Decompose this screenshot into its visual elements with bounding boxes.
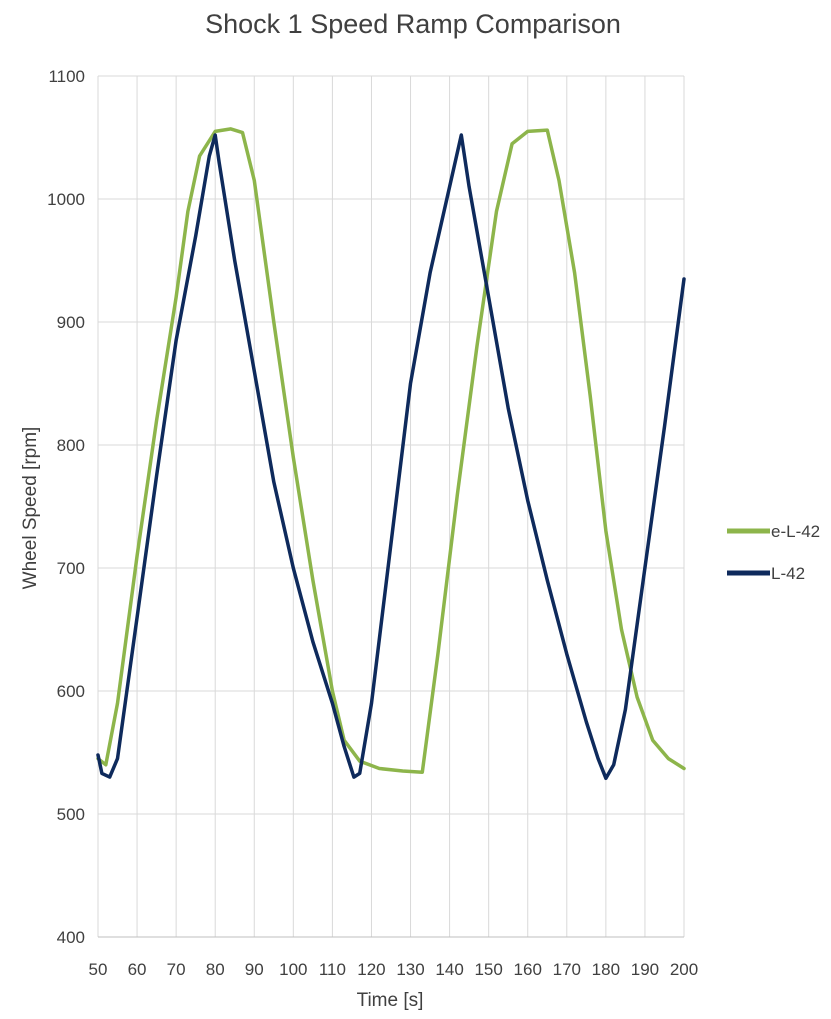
x-tick-label: 60 bbox=[128, 960, 147, 979]
chart-title: Shock 1 Speed Ramp Comparison bbox=[205, 9, 621, 39]
x-tick-label: 110 bbox=[319, 960, 346, 979]
x-tick-label: 180 bbox=[592, 960, 620, 979]
y-tick-label: 1000 bbox=[47, 190, 85, 209]
y-axis-ticks: 400 500 600 700 800 900 1000 1100 bbox=[47, 67, 85, 947]
x-tick-label: 200 bbox=[670, 960, 698, 979]
y-tick-label: 700 bbox=[57, 559, 85, 578]
legend-label: L-42 bbox=[771, 564, 805, 583]
x-tick-label: 170 bbox=[553, 960, 581, 979]
x-tick-label: 150 bbox=[474, 960, 502, 979]
x-tick-label: 190 bbox=[631, 960, 659, 979]
x-tick-label: 130 bbox=[396, 960, 424, 979]
x-axis-label: Time [s] bbox=[357, 990, 424, 1011]
grid bbox=[97, 75, 685, 938]
series-line-e-l-42 bbox=[96, 127, 686, 774]
y-tick-label: 400 bbox=[57, 928, 85, 947]
x-tick-label: 100 bbox=[279, 960, 307, 979]
plot-area bbox=[96, 127, 686, 781]
x-tick-label: 160 bbox=[514, 960, 542, 979]
y-axis-label: Wheel Speed [rpm] bbox=[20, 427, 41, 590]
legend: e-L-42 L-42 bbox=[727, 522, 820, 583]
legend-label: e-L-42 bbox=[771, 522, 820, 541]
y-tick-label: 600 bbox=[57, 682, 85, 701]
series-line-l-42 bbox=[96, 133, 686, 781]
x-tick-label: 80 bbox=[206, 960, 225, 979]
y-tick-label: 800 bbox=[57, 436, 85, 455]
x-axis-ticks: 50 60 70 80 90 100 110 120 130 140 150 160 170 180 190… bbox=[89, 960, 699, 979]
y-tick-label: 500 bbox=[57, 805, 85, 824]
x-tick-label: 140 bbox=[435, 960, 463, 979]
x-tick-label: 70 bbox=[167, 960, 186, 979]
y-tick-label: 900 bbox=[57, 313, 85, 332]
x-tick-label: 90 bbox=[245, 960, 264, 979]
y-tick-label: 1100 bbox=[48, 67, 85, 86]
x-tick-label: 120 bbox=[357, 960, 385, 979]
x-tick-label: 50 bbox=[89, 960, 108, 979]
